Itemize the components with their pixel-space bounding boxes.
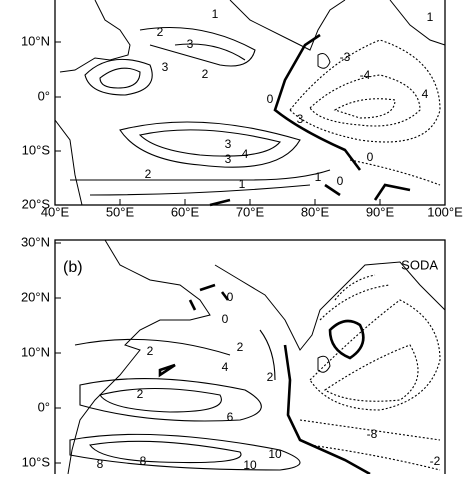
contour-label: 2 — [267, 370, 274, 384]
y-tick-label: 10°S — [22, 454, 51, 469]
x-tick-label: 40°E — [41, 204, 70, 219]
x-tick-label: 60°E — [171, 204, 200, 219]
contour-label: 4 — [422, 87, 429, 101]
contour-label: 1 — [212, 7, 219, 21]
source-label: SODA — [401, 257, 438, 272]
contour-label: 8 — [140, 454, 147, 468]
contour-label: 3 — [225, 137, 232, 151]
contour-label: 0 — [227, 290, 234, 304]
frame — [54, 0, 446, 206]
x-tick-label: 100°E — [427, 204, 463, 219]
y-tick-label: 10°N — [21, 344, 50, 359]
y-tick-label: 10°N — [21, 33, 50, 48]
contour-label: 1 — [315, 170, 322, 184]
contour-label: 0 — [267, 92, 274, 106]
contour-label: 10 — [243, 458, 257, 472]
coastline — [54, 0, 446, 206]
contour-negative — [299, 274, 441, 471]
contour-label: 4 — [242, 147, 249, 161]
contour-label: 10 — [268, 447, 282, 461]
contour-label: 8 — [97, 457, 104, 471]
contour-label: 1 — [427, 10, 434, 24]
contour-label: 1 — [239, 177, 246, 191]
contour-label: 2 — [237, 340, 244, 354]
contour-label: 2 — [145, 167, 152, 181]
x-tick-label: 50°E — [106, 204, 135, 219]
contour-label: -2 — [430, 454, 441, 468]
panel-b: (b) SODA 0 2 2 4 2 6 8 8 10 10 -8 0 -2 2 — [54, 239, 446, 479]
y-tick-label: 0° — [38, 88, 50, 103]
x-tick-label: 70°E — [236, 204, 265, 219]
frame — [54, 239, 446, 479]
y-tick-label: 20°S — [22, 196, 51, 211]
contour-label: 2 — [157, 25, 164, 39]
contour-label: 2 — [147, 344, 154, 358]
contour-label: 0 — [337, 174, 344, 188]
contour-label: -4 — [360, 68, 371, 82]
contour-label: -8 — [367, 427, 378, 441]
contour-negative — [289, 39, 441, 186]
contour-label: 4 — [222, 360, 229, 374]
contour-label: 2 — [202, 67, 209, 81]
y-tick-label: 20°N — [21, 289, 50, 304]
x-tick-label: 90°E — [366, 204, 395, 219]
contour — [70, 26, 331, 196]
panel-a: 2 1 3 3 2 1 3 -3 -4 4 0 3 4 3 2 1 1 0 0 — [54, 0, 446, 207]
panel-label: (b) — [63, 259, 83, 276]
y-tick-label: 0° — [38, 399, 50, 414]
zero-contour — [209, 33, 411, 207]
y-tick-label: 30°N — [21, 234, 50, 249]
contour-label: 3 — [187, 37, 194, 51]
zero-contour — [158, 283, 371, 476]
y-tick-label: 10°S — [22, 142, 51, 157]
contour-label: 6 — [227, 410, 234, 424]
contour — [69, 329, 301, 471]
contour-label: 3 — [297, 112, 304, 126]
contour-label: 0 — [222, 312, 229, 326]
contour-label: -3 — [340, 50, 351, 64]
coastline — [67, 239, 446, 475]
contour-label: 0 — [367, 150, 374, 164]
contour-label: 3 — [225, 152, 232, 166]
contour-label: 2 — [137, 387, 144, 401]
x-tick-label: 80°E — [301, 204, 330, 219]
contour-label: 3 — [162, 60, 169, 74]
